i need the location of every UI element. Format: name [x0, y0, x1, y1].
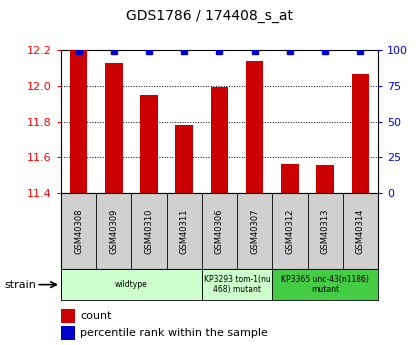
Bar [105, 62, 123, 193]
Text: GSM40306: GSM40306 [215, 208, 224, 254]
Bar [176, 125, 193, 193]
Bar [70, 50, 87, 193]
Text: GSM40311: GSM40311 [180, 208, 189, 254]
Bar [61, 269, 202, 300]
Text: KP3365 unc-43(n1186)
mutant: KP3365 unc-43(n1186) mutant [281, 275, 369, 294]
Bar [140, 95, 158, 193]
Bar [272, 269, 378, 300]
Text: strain: strain [4, 280, 36, 289]
Bar [316, 166, 334, 193]
Bar [352, 74, 369, 193]
Bar [246, 61, 263, 193]
Text: GSM40307: GSM40307 [250, 208, 259, 254]
Bar [281, 164, 299, 193]
Bar [61, 309, 75, 323]
Text: GSM40309: GSM40309 [109, 208, 118, 254]
Bar [61, 326, 75, 340]
Text: count: count [80, 311, 111, 321]
Text: GDS1786 / 174408_s_at: GDS1786 / 174408_s_at [126, 9, 294, 23]
Text: KP3293 tom-1(nu
468) mutant: KP3293 tom-1(nu 468) mutant [204, 275, 270, 294]
Bar [211, 87, 228, 193]
Text: wildtype: wildtype [115, 280, 148, 289]
Text: GSM40313: GSM40313 [320, 208, 330, 254]
Text: GSM40310: GSM40310 [144, 208, 153, 254]
Text: percentile rank within the sample: percentile rank within the sample [80, 328, 268, 338]
Text: GSM40314: GSM40314 [356, 208, 365, 254]
Text: GSM40308: GSM40308 [74, 208, 83, 254]
Text: GSM40312: GSM40312 [286, 208, 294, 254]
Bar [202, 269, 272, 300]
